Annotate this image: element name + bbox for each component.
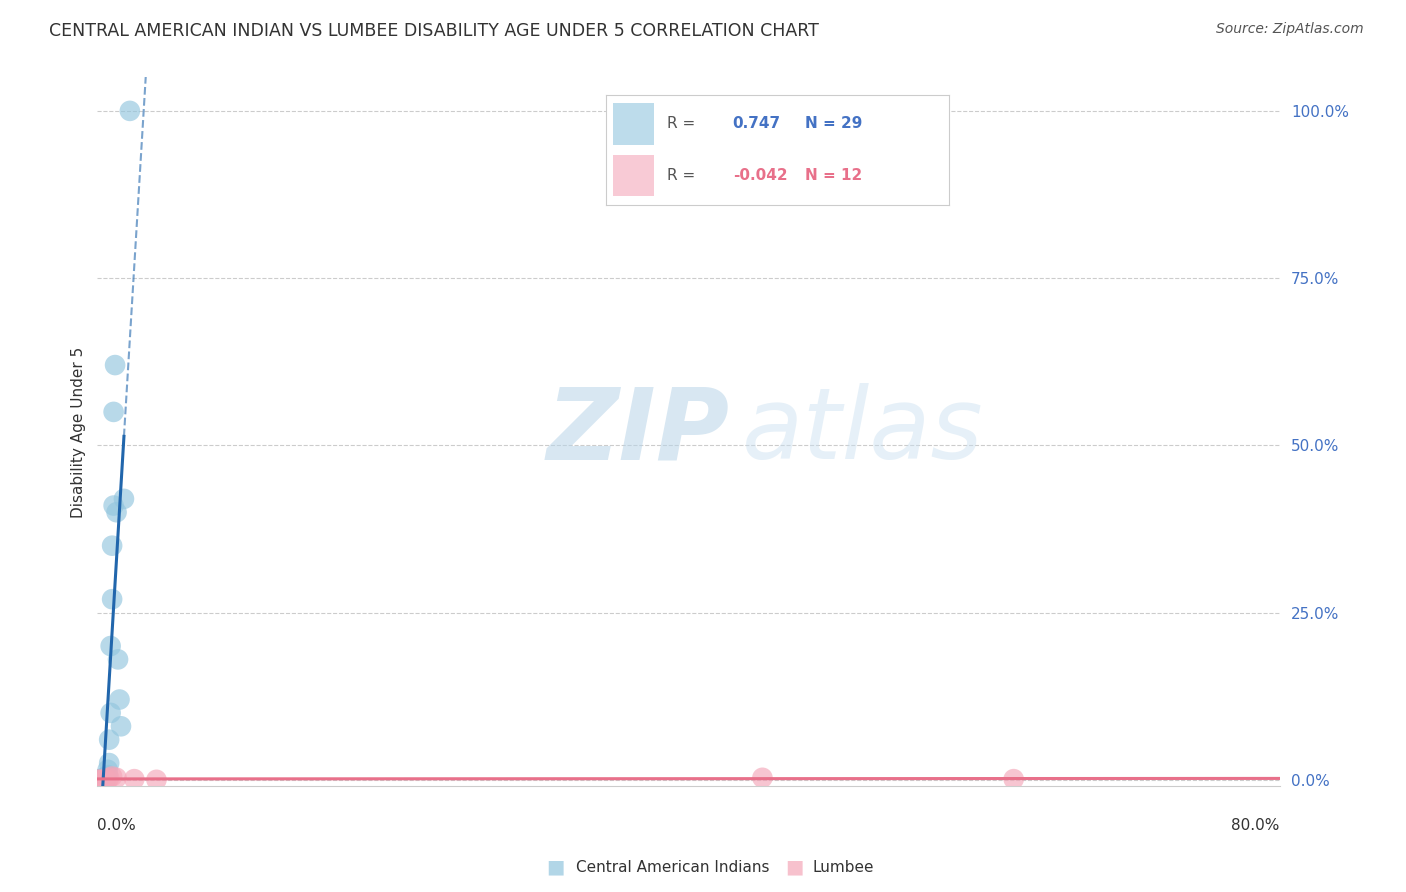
Point [97, 763, 120, 777]
Text: 80.0%: 80.0% [1232, 818, 1279, 833]
Point [97, 768, 120, 782]
Point [98, 756, 121, 770]
Point [87, 772, 110, 787]
Point [118, 103, 141, 118]
Point [93, 771, 115, 785]
Point [108, 692, 131, 706]
Point [101, 592, 124, 607]
Point [103, 405, 125, 419]
Point [93, 772, 115, 786]
Point [97, 772, 120, 787]
Text: atlas: atlas [742, 384, 983, 481]
Point [100, 706, 122, 720]
Text: Lumbee: Lumbee [813, 861, 875, 875]
Point [96, 769, 118, 783]
Point [98, 771, 121, 785]
Point [751, 771, 773, 785]
Point [93, 772, 115, 786]
Point [124, 772, 146, 786]
Text: ■: ■ [785, 857, 804, 877]
Text: ZIP: ZIP [547, 384, 730, 481]
Point [100, 639, 122, 653]
Point [91, 772, 114, 786]
Text: Central American Indians: Central American Indians [576, 861, 770, 875]
Point [89, 772, 111, 787]
Point [90, 772, 112, 786]
Text: Source: ZipAtlas.com: Source: ZipAtlas.com [1216, 22, 1364, 37]
Text: 0.0%: 0.0% [97, 818, 136, 833]
Point [93, 772, 115, 786]
Point [105, 771, 128, 785]
Point [145, 772, 167, 787]
Point [98, 732, 121, 747]
Point [103, 499, 125, 513]
Y-axis label: Disability Age Under 5: Disability Age Under 5 [72, 346, 86, 517]
Point [91, 772, 114, 787]
Point [87, 772, 110, 786]
Point [96, 772, 118, 786]
Point [89, 772, 111, 786]
Text: ■: ■ [546, 857, 565, 877]
Point [90, 772, 112, 787]
Text: CENTRAL AMERICAN INDIAN VS LUMBEE DISABILITY AGE UNDER 5 CORRELATION CHART: CENTRAL AMERICAN INDIAN VS LUMBEE DISABI… [49, 22, 820, 40]
Point [110, 719, 132, 733]
Point [112, 491, 135, 506]
Point [101, 769, 124, 783]
Point [107, 652, 129, 666]
Point [104, 358, 127, 372]
Point [90, 772, 112, 787]
Point [1002, 772, 1025, 786]
Point [105, 505, 128, 519]
Point [86, 772, 108, 787]
Point [101, 539, 124, 553]
